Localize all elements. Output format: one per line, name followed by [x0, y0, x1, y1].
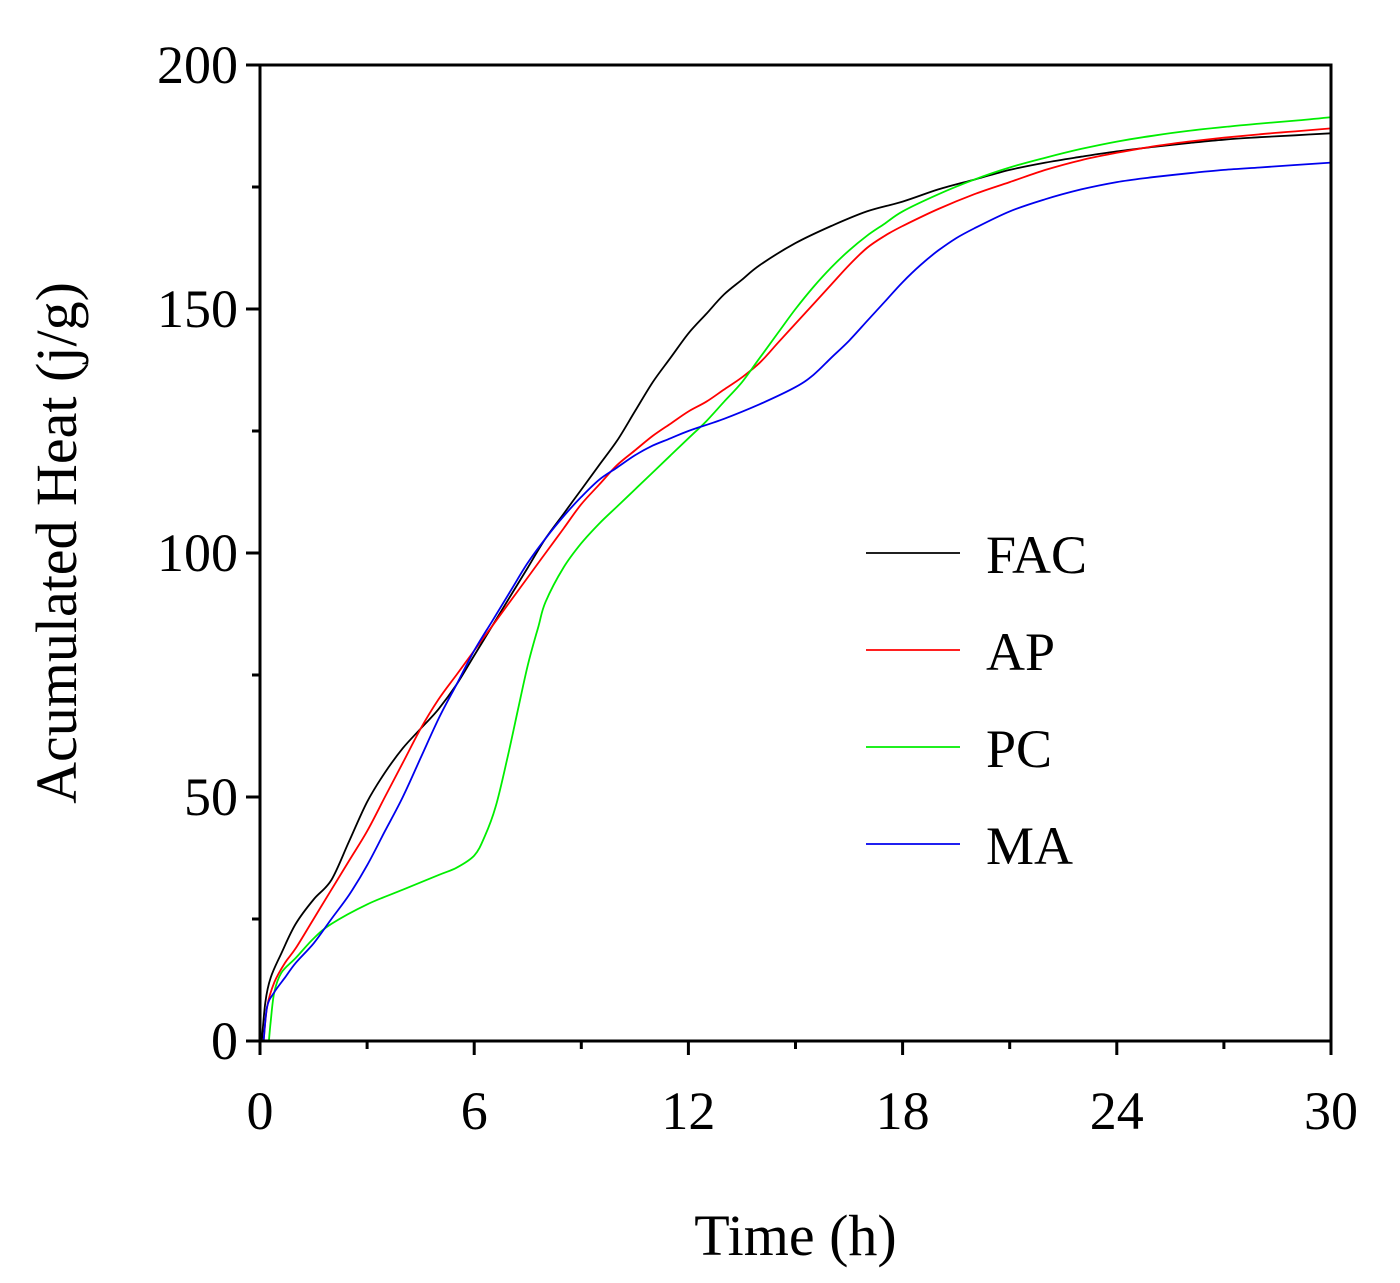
x-tick-label: 6 — [461, 1081, 488, 1141]
tick-labels: 0 6 12 18 24 30 0 50 100 150 200 — [157, 35, 1358, 1141]
series-line-fac — [260, 132, 1332, 1042]
y-tick-label: 0 — [211, 1011, 238, 1071]
x-tick-label: 12 — [661, 1081, 715, 1141]
axis-ticks — [246, 63, 1333, 1055]
y-tick-label: 100 — [157, 523, 238, 583]
legend-label-ap: AP — [986, 622, 1055, 682]
y-tick-label: 50 — [184, 767, 238, 827]
x-tick-label: 24 — [1090, 1081, 1144, 1141]
series-line-ma — [262, 161, 1332, 1042]
x-tick-label: 0 — [247, 1081, 274, 1141]
legend-label-pc: PC — [986, 719, 1052, 779]
y-tick-label: 150 — [157, 279, 238, 339]
y-axis-title: Acumulated Heat (j/g) — [24, 282, 89, 804]
series-line-ap — [262, 127, 1332, 1042]
series-line-pc — [268, 116, 1332, 1042]
legend: FAC AP PC MA — [866, 525, 1087, 876]
y-tick-label: 200 — [157, 35, 238, 95]
plot-frame — [258, 63, 1333, 1043]
legend-label-fac: FAC — [986, 525, 1087, 585]
x-axis-title: Time (h) — [694, 1203, 897, 1268]
legend-label-ma: MA — [986, 816, 1073, 876]
plot-lines — [260, 116, 1332, 1042]
x-tick-label: 18 — [876, 1081, 930, 1141]
x-tick-label: 30 — [1304, 1081, 1358, 1141]
